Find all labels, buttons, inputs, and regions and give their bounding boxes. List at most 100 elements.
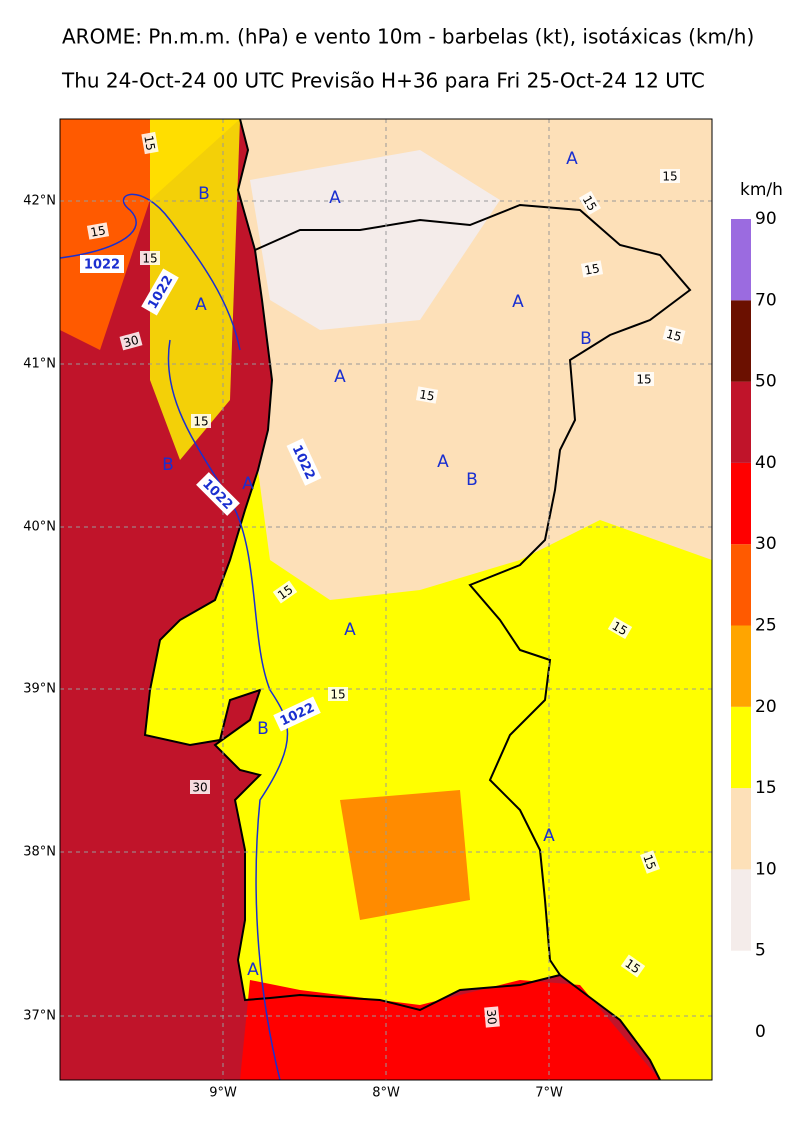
colorbar-swatch — [731, 544, 751, 626]
sea-north — [60, 119, 240, 350]
pressure-centre: A — [566, 149, 578, 169]
colorbar-label: 40 — [755, 453, 777, 473]
label-box — [191, 414, 211, 428]
isotach-text: 15 — [583, 261, 600, 277]
isotach-label: 15 — [141, 131, 159, 155]
label-box — [640, 850, 660, 874]
pressure-centre: A — [329, 188, 341, 208]
label-box — [196, 472, 240, 516]
colorbar-label: 5 — [755, 941, 766, 961]
colorbar-label: 70 — [755, 290, 777, 310]
label-box — [286, 438, 322, 486]
label-box — [86, 222, 110, 240]
isotach-text: 30 — [122, 333, 140, 350]
isotach-text: 15 — [580, 193, 600, 213]
label-box — [141, 268, 179, 316]
label-box — [119, 331, 143, 351]
label-box — [273, 696, 321, 732]
label-box — [415, 386, 439, 404]
subtitle: Thu 24-Oct-24 00 UTC Previsão H+36 para … — [61, 69, 705, 93]
isotach-text: 15 — [610, 619, 630, 639]
lat-label: 38°N — [23, 845, 56, 860]
pressure-centre: B — [257, 719, 269, 739]
isotach-text: 30 — [484, 1009, 499, 1025]
colorbar-swatch — [731, 219, 751, 301]
isotach-text: 15 — [636, 373, 651, 387]
isotach-text: 30 — [192, 781, 207, 795]
pressure-centre: A — [437, 452, 449, 472]
colorbar-swatch — [731, 381, 751, 463]
label-box — [272, 580, 298, 604]
isotach-text: 15 — [640, 853, 658, 872]
isotach-text: 15 — [662, 170, 677, 184]
pressure-centre: B — [162, 455, 174, 475]
isotach-label: 30 — [119, 331, 143, 351]
colorbar-label: 50 — [755, 372, 777, 392]
isotach-text: 15 — [89, 223, 106, 239]
pressure-centre: B — [580, 329, 592, 349]
lat-label: 40°N — [23, 520, 56, 535]
colorbar-swatch — [731, 462, 751, 545]
land-calm — [250, 150, 500, 330]
map-labels: ABAAABAABBAABAA1022102210221022102215151… — [80, 131, 686, 1028]
isotach-label: 15 — [328, 687, 348, 702]
colorbar-label: 20 — [755, 697, 777, 717]
label-box — [484, 1006, 500, 1028]
isotach-label: 15 — [634, 372, 654, 387]
pressure-centre: A — [334, 367, 346, 387]
label-box — [620, 954, 646, 978]
land-south — [240, 980, 660, 1080]
label-box — [607, 616, 633, 640]
lat-label: 42°N — [23, 194, 56, 209]
colorbar-label: 10 — [755, 859, 777, 879]
label-box — [660, 169, 680, 183]
pressure-centre: A — [543, 826, 555, 846]
colorbar-label: 25 — [755, 616, 777, 636]
isotach-text: 15 — [142, 252, 157, 266]
label-box — [578, 190, 602, 216]
map: ABAAABAABBAABAA1022102210221022102215151… — [60, 119, 712, 1080]
label-box — [634, 372, 654, 386]
title: AROME: Pn.m.m. (hPa) e vento 10m - barbe… — [62, 25, 754, 49]
isobar-text: 1022 — [84, 258, 120, 273]
colorbar: 0 5 10 15 20 25 30 40 50 70 90 — [731, 209, 777, 1042]
isotach-text: 15 — [193, 415, 208, 429]
colorbar-swatch — [731, 300, 751, 382]
sea-north-band — [150, 119, 240, 460]
coastline — [143, 119, 661, 1080]
isotach-label: 15 — [640, 850, 660, 874]
lat-label: 39°N — [23, 682, 56, 697]
colorbar-label: 90 — [755, 209, 777, 229]
label-box — [580, 260, 604, 278]
pressure-centre: B — [466, 470, 478, 490]
colorbar-swatch — [731, 788, 751, 870]
isotach-label: 15 — [580, 260, 604, 278]
isotach-label: 15 — [415, 386, 439, 404]
isotach-label: 15 — [662, 325, 686, 345]
isotach-label: 15 — [578, 190, 602, 216]
lon-label: 7°W — [535, 1086, 563, 1101]
lat-label: 37°N — [23, 1009, 56, 1024]
lon-label: 8°W — [372, 1086, 400, 1101]
isotach-label: 15 — [607, 616, 633, 640]
colorbar-swatch — [731, 625, 751, 707]
colorbar-swatch — [731, 706, 751, 789]
isotach-label: 30 — [484, 1006, 500, 1028]
pressure-centre: A — [512, 292, 524, 312]
lat-label: 41°N — [23, 357, 56, 372]
label-box — [190, 780, 210, 794]
isotach-label: 15 — [191, 414, 211, 429]
label-box — [141, 131, 159, 155]
isotach-label: 15 — [140, 251, 160, 266]
label-box — [140, 251, 160, 265]
colorbar-label: 0 — [755, 1022, 766, 1042]
border — [254, 203, 692, 976]
isotach-label: 30 — [190, 780, 210, 795]
pressure-centre: A — [242, 474, 254, 494]
isotach-text: 15 — [665, 327, 683, 344]
pressure-centre: B — [198, 184, 210, 204]
colorbar-label: 15 — [755, 778, 777, 798]
colorbar-swatch — [731, 869, 751, 951]
isotach-label: 15 — [660, 169, 680, 184]
